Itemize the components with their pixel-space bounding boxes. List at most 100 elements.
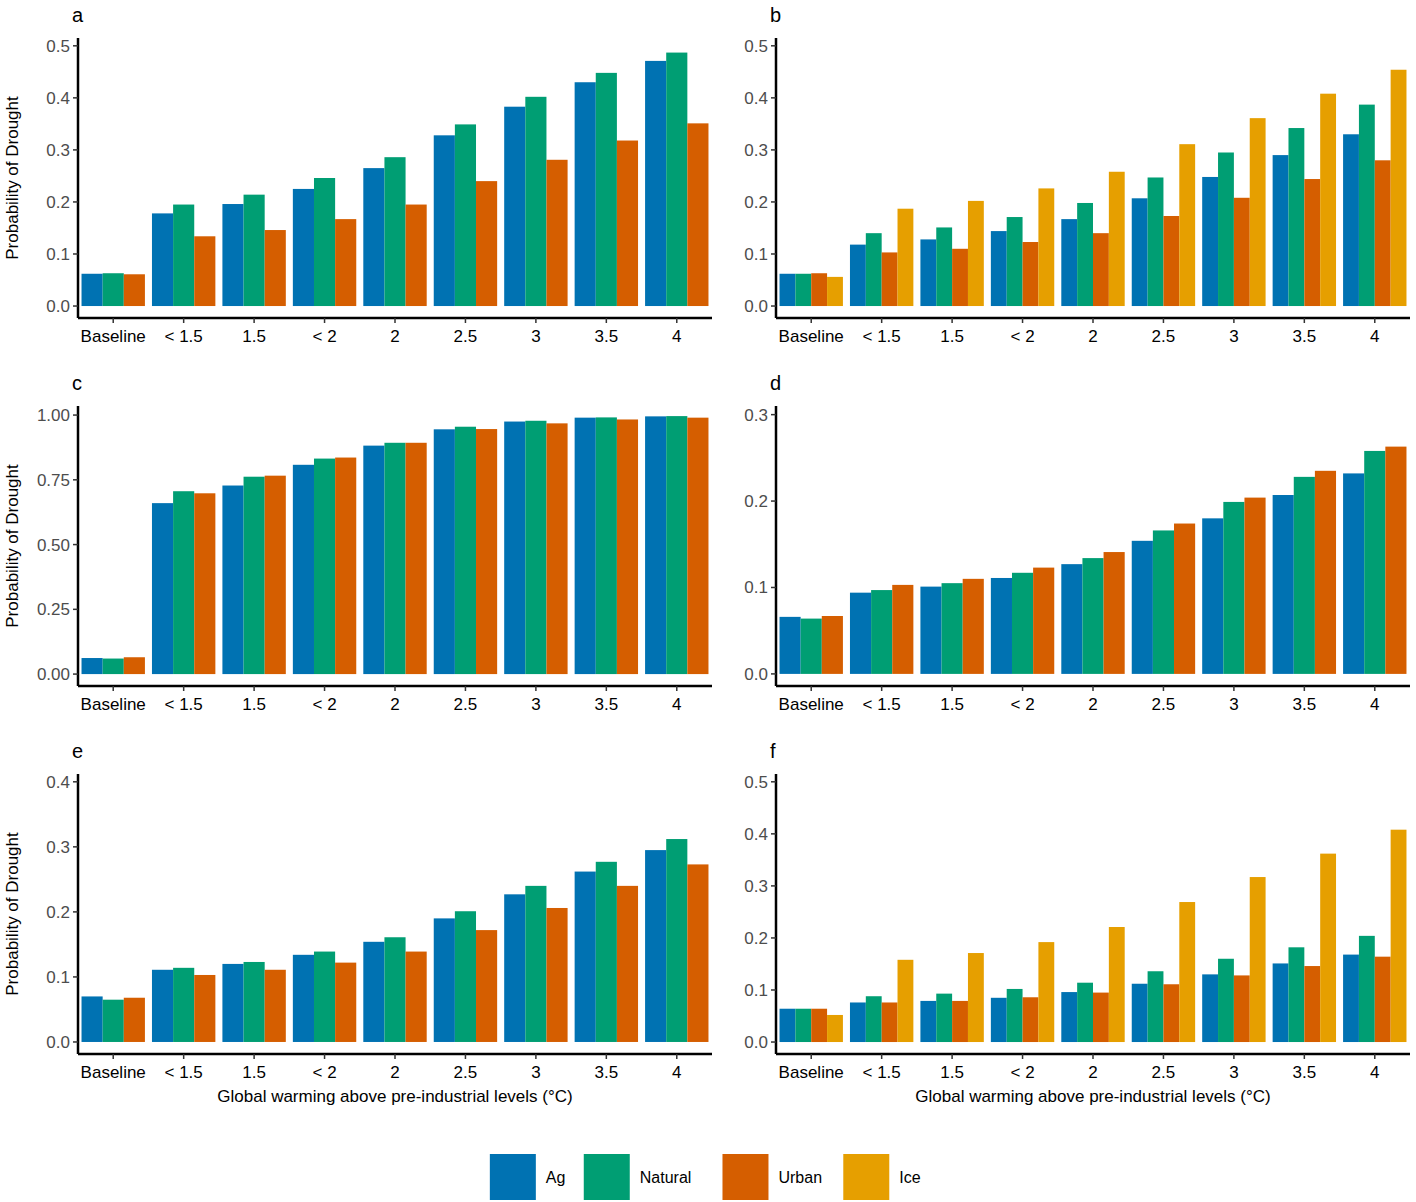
x-tick bbox=[881, 686, 883, 691]
bar bbox=[617, 886, 638, 1042]
bar bbox=[1132, 198, 1148, 306]
x-tick-label: 1.5 bbox=[242, 695, 266, 714]
y-tick-label: 0.1 bbox=[744, 578, 768, 597]
bar bbox=[1343, 134, 1359, 306]
x-tick bbox=[951, 318, 953, 323]
bar bbox=[780, 274, 796, 306]
y-tick bbox=[73, 673, 78, 675]
bar bbox=[1273, 495, 1294, 674]
bars bbox=[780, 830, 1407, 1042]
y-tick-label: 0.0 bbox=[46, 297, 70, 316]
y-tick bbox=[73, 305, 78, 307]
panel: a0.00.10.20.30.40.5Baseline< 1.51.5< 222… bbox=[3, 4, 712, 346]
bar bbox=[525, 421, 546, 674]
x-tick-label: 3 bbox=[531, 1063, 540, 1082]
panel: e0.00.10.20.30.4Baseline< 1.51.5< 222.53… bbox=[3, 740, 712, 1106]
bar bbox=[335, 963, 356, 1042]
panel-letter: d bbox=[770, 372, 781, 394]
bar bbox=[1375, 957, 1391, 1042]
bar bbox=[1132, 984, 1148, 1042]
bar bbox=[1218, 152, 1234, 306]
bar bbox=[455, 427, 476, 674]
y-tick-label: 0.1 bbox=[46, 245, 70, 264]
bar bbox=[1038, 188, 1054, 306]
y-axis-line bbox=[77, 774, 80, 1054]
x-tick bbox=[1163, 686, 1165, 691]
bar bbox=[173, 491, 194, 674]
y-tick bbox=[771, 149, 776, 151]
y-axis-line bbox=[775, 406, 778, 686]
x-tick-label: < 1.5 bbox=[863, 327, 901, 346]
bar bbox=[811, 273, 827, 306]
x-axis-title: Global warming above pre-industrial leve… bbox=[915, 1087, 1270, 1106]
x-tick-label: Baseline bbox=[779, 695, 844, 714]
bar bbox=[871, 590, 892, 674]
y-tick-label: 0.3 bbox=[46, 141, 70, 160]
x-tick bbox=[324, 1054, 326, 1059]
bar bbox=[827, 277, 843, 306]
x-tick-label: 3 bbox=[1229, 1063, 1238, 1082]
bar bbox=[546, 160, 567, 306]
x-tick-label: Baseline bbox=[81, 695, 146, 714]
bar bbox=[1391, 70, 1407, 306]
y-tick bbox=[771, 305, 776, 307]
bar bbox=[687, 418, 708, 674]
y-axis-title: Probability of Drought bbox=[3, 832, 22, 996]
bar bbox=[850, 245, 866, 306]
legend-swatch bbox=[722, 1154, 768, 1200]
bar bbox=[103, 273, 124, 306]
x-tick-label: 3.5 bbox=[1293, 327, 1317, 346]
y-tick-label: 0.4 bbox=[744, 825, 768, 844]
y-tick bbox=[73, 97, 78, 99]
y-tick bbox=[771, 1041, 776, 1043]
x-tick-label: 4 bbox=[1370, 1063, 1379, 1082]
x-tick bbox=[394, 1054, 396, 1059]
bar bbox=[1288, 128, 1304, 306]
y-axis-title: Probability of Drought bbox=[3, 96, 22, 260]
bar bbox=[1023, 242, 1039, 306]
y-tick bbox=[771, 833, 776, 835]
x-tick bbox=[606, 686, 608, 691]
x-tick-label: < 2 bbox=[1011, 1063, 1035, 1082]
y-tick bbox=[771, 97, 776, 99]
x-tick-label: Baseline bbox=[779, 327, 844, 346]
bar bbox=[575, 872, 596, 1042]
bar bbox=[525, 97, 546, 306]
legend-label: Urban bbox=[778, 1169, 822, 1186]
x-tick-label: 3.5 bbox=[595, 695, 619, 714]
x-tick bbox=[810, 1054, 812, 1059]
x-tick-label: 1.5 bbox=[242, 1063, 266, 1082]
y-tick-label: 0.1 bbox=[46, 968, 70, 987]
y-tick bbox=[771, 781, 776, 783]
x-tick bbox=[1233, 686, 1235, 691]
x-tick bbox=[394, 686, 396, 691]
y-tick bbox=[771, 885, 776, 887]
x-tick bbox=[1022, 686, 1024, 691]
x-tick-label: < 2 bbox=[313, 695, 337, 714]
bar bbox=[194, 975, 215, 1042]
bar bbox=[1153, 530, 1174, 673]
x-tick-label: Baseline bbox=[81, 1063, 146, 1082]
bar bbox=[1273, 155, 1289, 306]
bars bbox=[82, 416, 709, 674]
bar bbox=[222, 964, 243, 1042]
x-tick-label: 2.5 bbox=[1152, 1063, 1176, 1082]
bar bbox=[525, 886, 546, 1042]
bar bbox=[124, 998, 145, 1042]
x-tick-label: 3 bbox=[531, 327, 540, 346]
bar bbox=[1061, 564, 1082, 674]
bar bbox=[434, 918, 455, 1042]
bar bbox=[596, 73, 617, 306]
bar bbox=[617, 141, 638, 307]
y-axis-line bbox=[775, 774, 778, 1054]
x-tick-label: 2 bbox=[1088, 695, 1097, 714]
bar bbox=[1202, 177, 1218, 306]
y-tick bbox=[771, 253, 776, 255]
bar bbox=[1148, 971, 1164, 1042]
y-tick-label: 0.3 bbox=[744, 877, 768, 896]
bar bbox=[1250, 877, 1266, 1042]
bar bbox=[596, 862, 617, 1042]
y-tick-label: 0.3 bbox=[744, 141, 768, 160]
y-tick bbox=[73, 544, 78, 546]
x-tick bbox=[1304, 318, 1306, 323]
